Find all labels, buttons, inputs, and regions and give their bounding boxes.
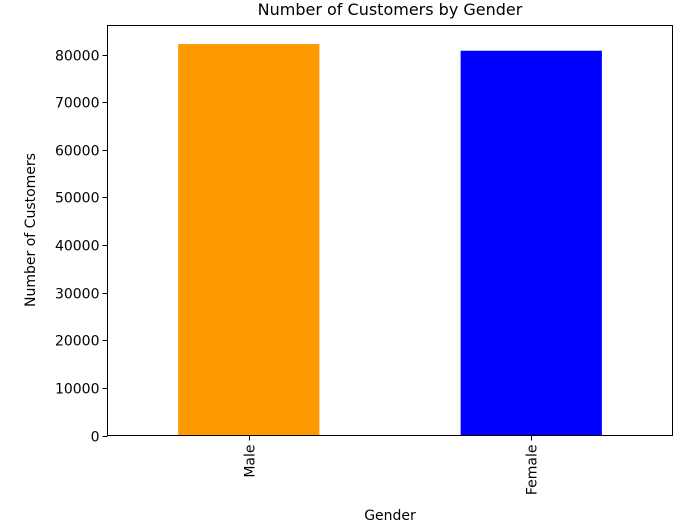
y-tick-label: 30000 <box>55 287 100 303</box>
x-tick-label: Male <box>243 445 259 478</box>
bar-female <box>460 50 602 436</box>
bar-male <box>178 44 320 436</box>
x-axis-label: Gender <box>364 508 416 524</box>
y-tick-label: 0 <box>91 430 100 446</box>
plot-frame <box>107 25 673 436</box>
y-tick-label: 60000 <box>55 144 100 160</box>
y-tick-label: 80000 <box>55 49 100 65</box>
y-tick-label: 50000 <box>55 191 100 207</box>
y-tick-label: 10000 <box>55 382 100 398</box>
bars-group <box>178 44 602 436</box>
y-axis-label: Number of Customers <box>23 153 39 307</box>
chart-title: Number of Customers by Gender <box>258 0 523 19</box>
x-axis: Male Female <box>243 435 541 496</box>
y-tick-label: 40000 <box>55 239 100 255</box>
y-axis: 0 10000 20000 30000 40000 50000 60000 70000 8000… <box>55 49 108 446</box>
y-tick-label: 70000 <box>55 96 100 112</box>
x-tick-label: Female <box>525 445 541 496</box>
plot-area <box>107 25 673 436</box>
y-tick-label: 20000 <box>55 334 100 350</box>
